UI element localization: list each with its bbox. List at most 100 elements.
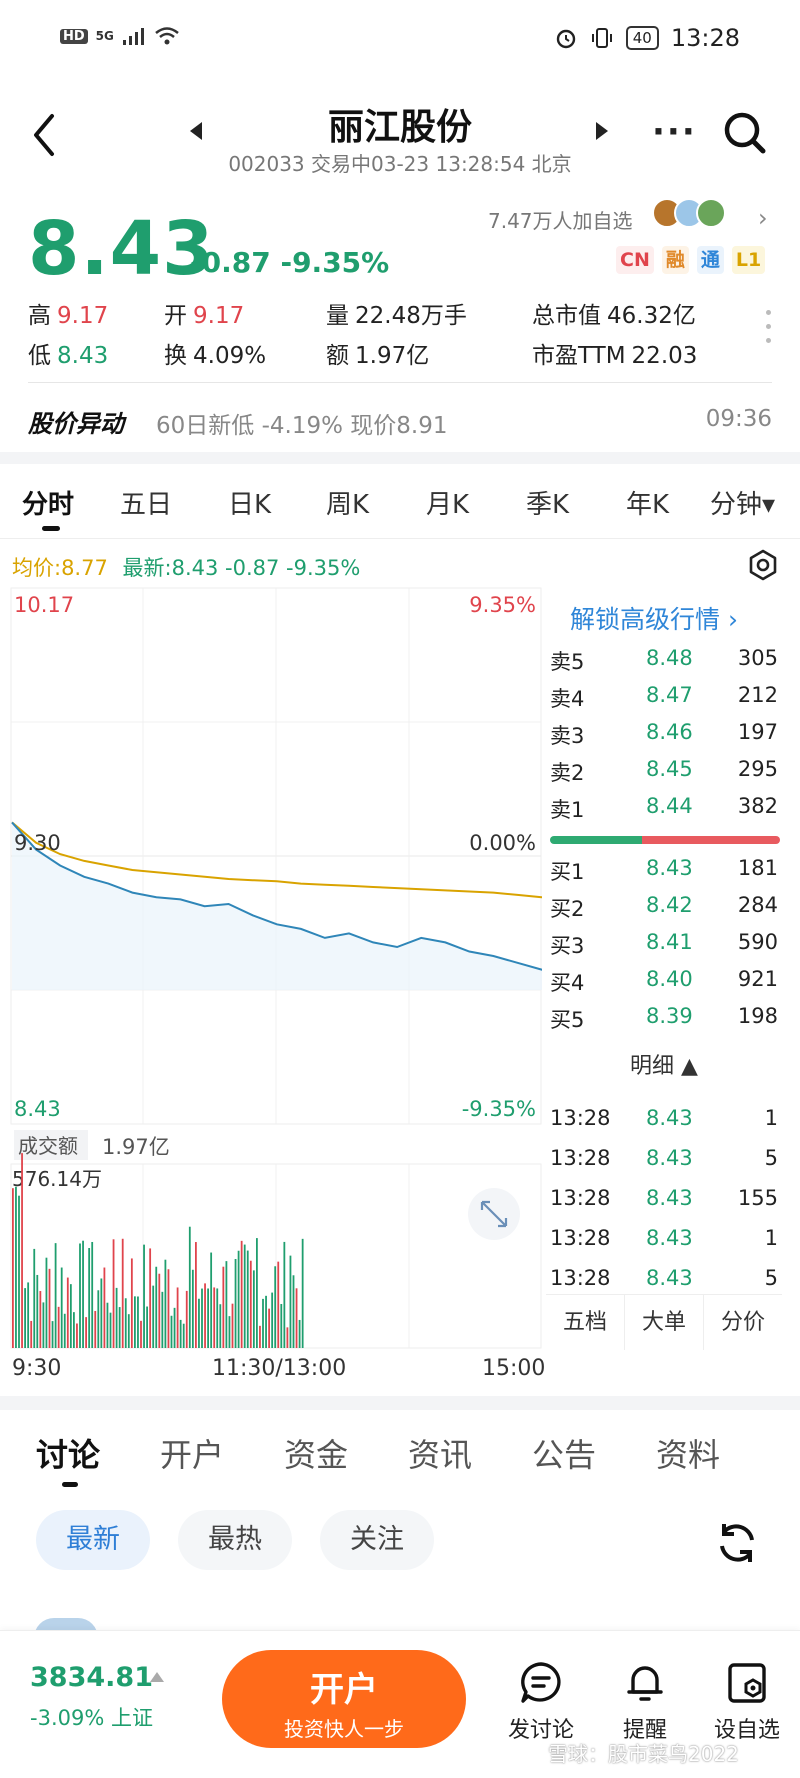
- volume-bar: [79, 1243, 81, 1348]
- volume-bar: [82, 1240, 84, 1348]
- index-value[interactable]: 3834.81: [30, 1662, 153, 1693]
- volume-bar: [256, 1238, 258, 1348]
- post-discussion-button[interactable]: 发讨论: [496, 1660, 586, 1744]
- volume-bar: [18, 1195, 20, 1348]
- alert-title[interactable]: 股价异动: [28, 410, 124, 438]
- tick-row: 13:28 8.43 5: [550, 1266, 778, 1290]
- filter-hot[interactable]: 最热: [178, 1510, 292, 1570]
- filter-following[interactable]: 关注: [320, 1510, 434, 1570]
- volume-bar: [265, 1295, 267, 1348]
- volume-bar: [170, 1315, 173, 1348]
- vibrate-icon: [591, 28, 612, 48]
- tab-intraday[interactable]: 分时: [22, 490, 75, 520]
- chat-bubble-icon: [521, 1662, 561, 1703]
- volume-bar: [155, 1266, 158, 1348]
- volume-bar: [143, 1244, 145, 1348]
- watcher-avatars[interactable]: [652, 198, 726, 228]
- volume-bar: [121, 1238, 124, 1348]
- chevron-right-icon[interactable]: ›: [758, 204, 768, 232]
- volume-bar: [21, 1153, 23, 1348]
- tab-profile[interactable]: 资料: [656, 1436, 721, 1474]
- tab-indicator: [62, 1482, 78, 1487]
- price-change: -0.87 -9.35%: [190, 246, 390, 279]
- unlock-advanced-quotes[interactable]: 解锁高级行情 ›: [570, 605, 738, 634]
- volume-bar: [182, 1323, 185, 1348]
- volume-bar: [240, 1240, 243, 1348]
- index-change[interactable]: -3.09% 上证: [30, 1706, 153, 1730]
- x-tick-close: 15:00: [482, 1356, 546, 1381]
- avg-price-line: [11, 821, 542, 899]
- tab-minute[interactable]: 分钟▾: [710, 490, 776, 520]
- filter-latest[interactable]: 最新: [36, 1510, 150, 1570]
- status-left: HD 5G: [60, 26, 180, 46]
- expand-chart-icon[interactable]: [468, 1188, 520, 1240]
- y-pct-low: -9.35%: [462, 1097, 536, 1121]
- tab-price-distribution[interactable]: 分价: [720, 1310, 765, 1335]
- tab-monthly-k[interactable]: 月K: [426, 490, 470, 520]
- chart-legend: 均价:8.77 最新:8.43 -0.87 -9.35%: [12, 552, 360, 582]
- tab-five-levels[interactable]: 五档: [546, 1295, 625, 1350]
- next-stock-icon[interactable]: [596, 122, 608, 140]
- orderbook-mode-tabs: 五档 大单 分价: [546, 1294, 782, 1350]
- signal-icon: [122, 28, 144, 45]
- bid-row: 买1 8.43 181: [550, 856, 778, 884]
- open-account-button[interactable]: 开户 投资快人一步: [222, 1650, 466, 1748]
- volume-bar: [130, 1258, 133, 1348]
- tab-open-account[interactable]: 开户: [160, 1436, 225, 1474]
- stat-low: 低 8.43: [28, 343, 109, 369]
- volume-bar: [97, 1290, 100, 1348]
- volume-bar: [280, 1303, 283, 1348]
- period-tabs: 分时 五日 日K 周K 月K 季K 年K 分钟▾: [0, 484, 800, 534]
- watchers-count[interactable]: 7.47万人加自选: [488, 209, 633, 233]
- back-arrow-icon[interactable]: [28, 110, 58, 160]
- volume-bar: [36, 1274, 39, 1348]
- stock-subtitle: 002033 交易中03-23 13:28:54 北京: [228, 152, 572, 176]
- detail-toggle[interactable]: 明细 ▲: [630, 1054, 698, 1079]
- y-tick-high: 10.17: [14, 593, 74, 617]
- volume-bar: [219, 1304, 222, 1348]
- volume-bar: [298, 1319, 301, 1348]
- page-title: 丽江股份: [327, 107, 472, 148]
- prev-stock-icon[interactable]: [190, 122, 202, 140]
- add-watchlist-button[interactable]: 设自选: [702, 1660, 792, 1744]
- volume-bar: [158, 1273, 161, 1348]
- tab-news[interactable]: 资讯: [408, 1436, 473, 1474]
- volume-bar: [12, 1188, 14, 1348]
- alert-button[interactable]: 提醒: [600, 1660, 690, 1744]
- y-tick-low: 8.43: [14, 1097, 61, 1121]
- search-icon[interactable]: [722, 110, 768, 156]
- tab-weekly-k[interactable]: 周K: [326, 490, 370, 520]
- y-pct-mid: 0.00%: [469, 831, 536, 855]
- volume-bar: [268, 1308, 270, 1348]
- volume-bar: [222, 1266, 225, 1348]
- refresh-icon[interactable]: [714, 1520, 760, 1566]
- volume-bar: [112, 1239, 115, 1348]
- tab-quarterly-k[interactable]: 季K: [526, 490, 570, 520]
- badge-connect: 通: [696, 246, 724, 274]
- more-options-icon[interactable]: ···: [652, 112, 697, 152]
- avatar: [696, 198, 726, 228]
- volume-bars: [12, 1153, 304, 1348]
- tab-big-orders[interactable]: 大单: [625, 1295, 704, 1350]
- tab-announcements[interactable]: 公告: [532, 1436, 597, 1474]
- tab-yearly-k[interactable]: 年K: [626, 490, 670, 520]
- tab-discussion[interactable]: 讨论: [36, 1436, 101, 1474]
- tick-row: 13:28 8.43 5: [550, 1146, 778, 1170]
- expand-stats-icon[interactable]: [766, 310, 772, 352]
- volume-bar: [164, 1259, 167, 1348]
- volume-bar: [24, 1288, 26, 1348]
- badge-cn: CN: [616, 246, 654, 274]
- intraday-chart[interactable]: 10.17 9.30 8.43 9.35% 0.00% -9.35% 成交额 1…: [10, 586, 542, 1354]
- stock-badges: CN 融 通 L1: [616, 246, 766, 274]
- volume-bar: [45, 1257, 48, 1348]
- volume-bar: [127, 1314, 130, 1348]
- volume-max: 576.14万: [12, 1167, 102, 1191]
- tab-five-day[interactable]: 五日: [120, 490, 173, 520]
- chart-settings-icon[interactable]: [746, 548, 780, 582]
- triangle-up-icon[interactable]: [150, 1672, 164, 1682]
- tab-funds[interactable]: 资金: [284, 1436, 349, 1474]
- volume-bar: [57, 1306, 60, 1348]
- legend-avg: 均价:8.77: [12, 556, 108, 580]
- tab-daily-k[interactable]: 日K: [228, 490, 272, 520]
- alert-text[interactable]: 60日新低 -4.19% 现价8.91: [156, 413, 448, 439]
